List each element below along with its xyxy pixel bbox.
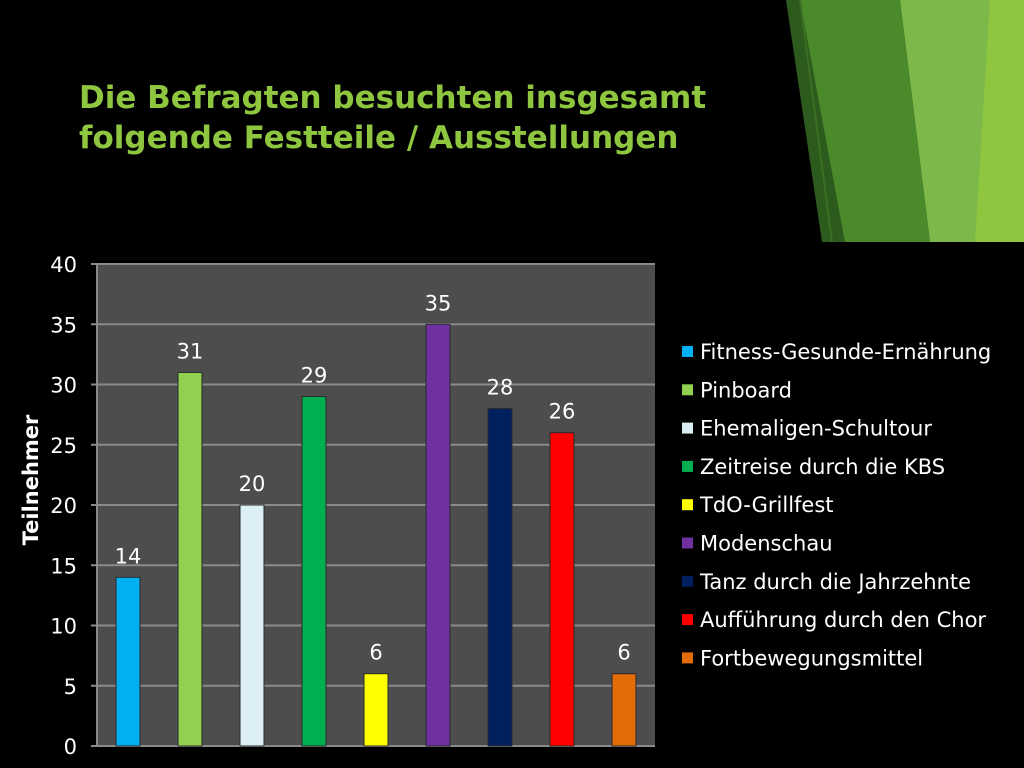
legend-swatch [682,652,693,664]
bars [115,323,637,747]
legend-item: Fitness-Gesunde-Ernährung [682,340,991,364]
data-label: 20 [239,472,266,496]
legend-swatch [682,384,693,396]
data-label: 35 [425,291,452,315]
y-tick-label: 5 [64,675,77,699]
legend-item: TdO-Grillfest [682,493,834,517]
bar [177,371,203,747]
y-tick-label: 40 [50,253,77,277]
legend-label: Pinboard [700,378,792,402]
legend-swatch [682,422,693,434]
legend-swatch [682,614,693,626]
bar [301,396,327,747]
legend-swatch [682,575,693,587]
y-tick-label: 35 [50,313,77,337]
y-tick-label: 30 [50,374,77,398]
facet-bright-green [975,0,1024,242]
y-tick-label: 0 [64,735,77,759]
legend-item: Aufführung durch den Chor [682,608,986,632]
facet-mid-green [800,0,930,242]
legend-item: Fortbewegungsmittel [682,646,923,670]
data-labels: 14 31 20 29 6 35 28 26 6 [115,291,631,664]
legend-swatch [682,499,693,511]
legend-label: Fortbewegungsmittel [700,646,923,670]
bar [239,504,265,747]
legend-label: Ehemaligen-Schultour [700,417,932,441]
bar [549,432,575,747]
bar [425,323,451,747]
facet-line [799,0,833,243]
legend-label: Modenschau [700,532,833,556]
slide-title-line1: Die Befragten besuchten insgesamt [79,80,707,116]
bar [115,576,141,747]
legend-label: Zeitreise durch die KBS [700,455,945,479]
legend-item: Zeitreise durch die KBS [682,455,945,479]
y-tick-label: 25 [50,434,77,458]
y-tick-label: 10 [50,615,77,639]
slide-title-line2: folgende Festteile / Ausstellungen [79,120,679,156]
y-tick-label: 20 [50,494,77,518]
legend-label: Tanz durch die Jahrzehnte [699,570,971,594]
legend-label: TdO-Grillfest [699,493,834,517]
legend-item: Ehemaligen-Schultour [682,417,932,441]
y-axis-title: Teilnehmer [19,414,43,545]
data-label: 6 [617,641,630,665]
data-label: 31 [177,339,204,363]
bar [363,673,389,747]
data-label: 26 [549,400,576,424]
data-label: 6 [369,641,382,665]
legend-swatch [682,537,693,549]
legend-label: Fitness-Gesunde-Ernährung [700,340,991,364]
data-label: 14 [115,544,142,568]
legend-item: Modenschau [682,532,833,556]
legend-swatch [682,460,693,472]
legend-item: Pinboard [682,378,792,402]
y-tick-label: 15 [50,554,77,578]
legend: Fitness-Gesunde-Ernährung Pinboard Ehemali… [682,340,991,670]
data-label: 28 [487,376,514,400]
y-axis-ticks: 0 5 10 15 20 25 30 35 40 [50,253,98,759]
legend-label: Aufführung durch den Chor [700,608,986,632]
bar [611,673,637,747]
bar [487,408,513,747]
legend-swatch [682,346,693,357]
data-label: 29 [301,364,328,388]
slide-title: Die Befragten besuchten insgesamt folgen… [79,78,779,158]
legend-item: Tanz durch die Jahrzehnte [682,570,971,594]
